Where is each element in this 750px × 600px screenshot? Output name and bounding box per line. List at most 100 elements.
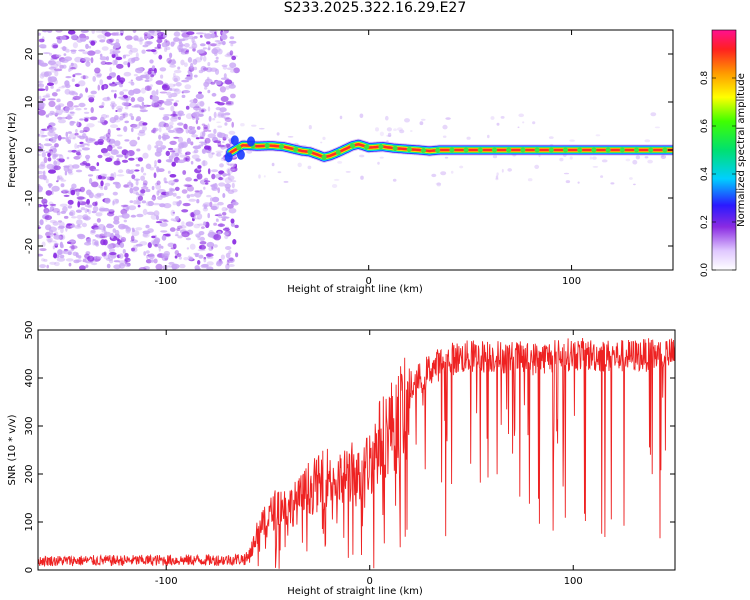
- noise-speck: [167, 170, 171, 174]
- noise-speck: [110, 232, 114, 239]
- noise-speck: [114, 89, 117, 93]
- noise-speck: [99, 56, 108, 61]
- noise-speck: [173, 69, 182, 74]
- noise-speck: [211, 152, 215, 155]
- noise-speck: [142, 126, 147, 131]
- noise-speck: [155, 80, 164, 85]
- noise-speck: [201, 109, 205, 113]
- noise-speck: [207, 213, 210, 219]
- noise-speck: [193, 223, 201, 229]
- noise-speck: [88, 138, 96, 142]
- noise-speck: [359, 154, 365, 158]
- noise-speck: [49, 232, 54, 237]
- noise-speck: [56, 160, 61, 166]
- noise-speck: [75, 92, 78, 96]
- noise-speck: [176, 228, 181, 231]
- colorbar-tick-label: 0.6: [700, 119, 710, 134]
- noise-speck: [123, 61, 129, 66]
- noise-speck: [40, 204, 49, 207]
- noise-speck: [123, 54, 131, 57]
- noise-speck: [151, 95, 159, 102]
- noise-speck: [147, 69, 152, 75]
- y-tick-label: 0: [24, 147, 35, 153]
- noise-speck: [62, 206, 68, 213]
- noise-speck: [49, 205, 55, 212]
- noise-speck: [74, 188, 82, 192]
- noise-speck: [159, 222, 168, 227]
- noise-speck: [210, 197, 214, 202]
- noise-speck: [74, 83, 80, 88]
- noise-speck: [625, 158, 631, 162]
- noise-speck: [234, 224, 239, 229]
- noise-speck: [146, 254, 149, 259]
- noise-speck: [109, 252, 117, 256]
- noise-speck: [107, 253, 111, 260]
- noise-speck: [38, 153, 41, 157]
- noise-speck: [190, 141, 194, 146]
- noise-speck: [212, 196, 220, 203]
- ridge-bead: [349, 143, 356, 149]
- noise-speck: [129, 187, 134, 194]
- noise-speck: [131, 57, 136, 63]
- noise-speck: [143, 266, 150, 270]
- noise-speck: [197, 223, 206, 226]
- noise-speck: [127, 150, 135, 157]
- ridge-bead: [449, 147, 455, 153]
- noise-speck: [85, 154, 91, 160]
- noise-speck: [226, 67, 235, 71]
- noise-speck: [203, 126, 209, 132]
- noise-speck: [197, 260, 201, 265]
- noise-speck: [101, 228, 106, 233]
- noise-speck: [38, 44, 47, 49]
- noise-speck: [130, 97, 136, 103]
- noise-speck: [50, 70, 57, 73]
- noise-speck: [88, 96, 95, 103]
- noise-speck: [164, 100, 173, 106]
- noise-speck: [67, 150, 73, 153]
- noise-speck: [43, 207, 50, 214]
- noise-speck: [360, 175, 364, 180]
- noise-speck: [229, 168, 236, 171]
- noise-speck: [198, 254, 204, 259]
- noise-speck: [96, 162, 100, 167]
- noise-speck: [52, 44, 58, 49]
- noise-speck: [59, 203, 68, 207]
- noise-speck: [170, 92, 178, 98]
- noise-speck: [230, 163, 237, 168]
- noise-speck: [188, 46, 197, 49]
- noise-speck: [103, 134, 110, 141]
- noise-speck: [228, 84, 236, 89]
- noise-speck: [79, 162, 86, 166]
- noise-speck: [131, 247, 136, 252]
- noise-speck: [70, 189, 76, 196]
- noise-speck: [185, 157, 189, 161]
- noise-speck: [67, 131, 72, 134]
- noise-speck: [101, 252, 107, 257]
- noise-speck: [167, 83, 176, 88]
- noise-speck: [68, 106, 74, 111]
- noise-speck: [38, 164, 46, 170]
- noise-speck: [224, 117, 232, 123]
- noise-speck: [62, 46, 67, 52]
- noise-speck: [82, 214, 89, 219]
- noise-speck: [215, 107, 222, 111]
- noise-speck: [183, 123, 188, 130]
- noise-speck: [151, 235, 156, 239]
- noise-speck: [127, 185, 133, 188]
- noise-speck: [155, 140, 163, 147]
- noise-speck: [444, 156, 449, 159]
- noise-speck: [123, 71, 132, 77]
- noise-speck: [496, 122, 500, 126]
- noise-speck: [69, 245, 78, 250]
- noise-speck: [122, 89, 129, 92]
- noise-speck: [103, 185, 108, 191]
- noise-speck: [227, 203, 234, 209]
- noise-speck: [222, 136, 227, 141]
- noise-speck: [85, 87, 89, 93]
- noise-speck: [442, 124, 448, 130]
- noise-speck: [181, 94, 186, 98]
- noise-speck: [177, 225, 183, 229]
- noise-speck: [135, 227, 143, 231]
- noise-speck: [142, 44, 149, 48]
- ridge-blob: [236, 149, 245, 160]
